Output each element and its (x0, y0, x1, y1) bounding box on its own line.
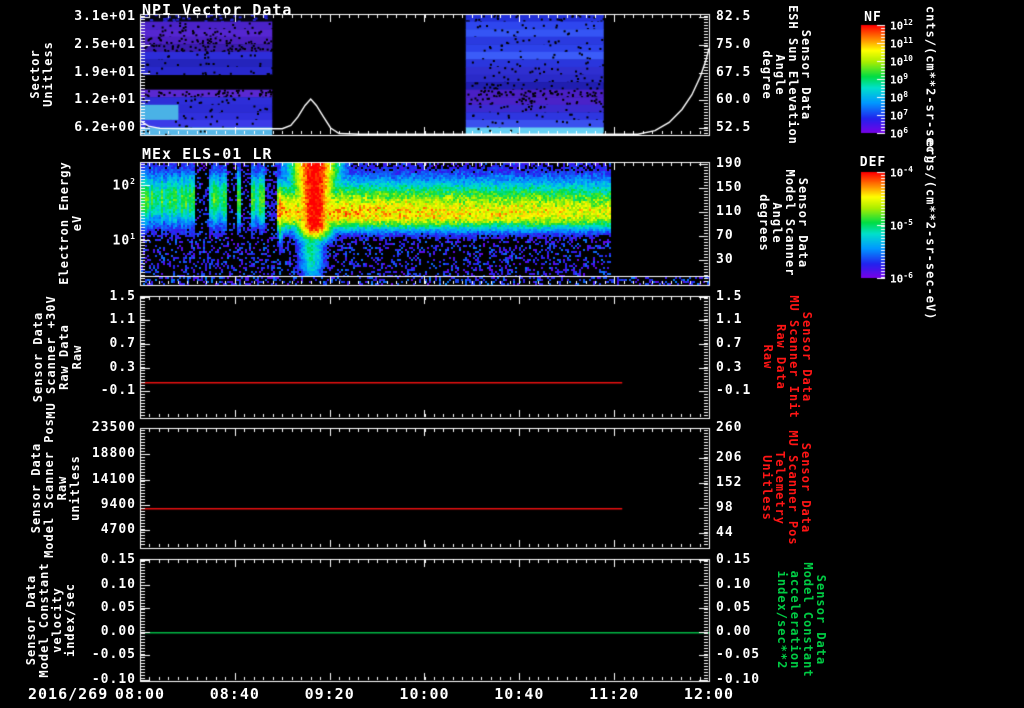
y-tick-label-left: 2.5e+01 (74, 36, 136, 52)
y-tick-label-right: 150 (716, 179, 743, 195)
y-tick-label-right: 1.1 (716, 312, 743, 328)
y-tick-label-left: 0.10 (100, 576, 136, 592)
x-tick-label: 08:00 (114, 685, 166, 703)
y-tick-label-left: 9400 (100, 496, 136, 512)
y-tick-label-right: 110 (716, 204, 743, 220)
y-tick-label-right: 98 (716, 500, 734, 516)
y-tick-label-right: 82.5 (716, 9, 752, 25)
y-tick-label-right: 190 (716, 156, 743, 172)
y-tick-label-right: 60.0 (716, 91, 752, 107)
colorbar-tick-label: 10-6 (890, 271, 913, 286)
y-tick-label-left: 101 (112, 231, 136, 249)
y-tick-label-right: 30 (716, 252, 734, 268)
x-tick-label: 11:20 (589, 685, 640, 703)
y-tick-label-right: 260 (716, 420, 743, 435)
colorbar-tick-label: 1010 (890, 54, 913, 69)
colorbar-tick-label: 1011 (890, 36, 913, 51)
colorbar-def-title: DEF (859, 155, 887, 170)
y-tick-label-left: 0.05 (100, 599, 136, 615)
colorbar-tick-label: 108 (890, 90, 909, 105)
panel2-title: MEx ELS-01 LR (142, 145, 273, 163)
colorbar-tick-label: 109 (890, 72, 909, 87)
y-tick-label-right: 0.15 (716, 552, 752, 568)
y-tick-label-right: 44 (716, 525, 734, 540)
x-tick-label: 10:00 (399, 685, 450, 703)
y-tick-label-left: 1.5 (109, 289, 136, 305)
y-tick-label-left: 1.1 (109, 312, 136, 328)
y-tick-label-left: 0.3 (109, 359, 136, 375)
y-tick-label-left: 6.2e+00 (74, 119, 136, 135)
colorbar-tick-label: 106 (890, 126, 909, 141)
y-tick-label-left: 3.1e+01 (74, 9, 136, 25)
y-tick-label-right: 0.00 (716, 624, 752, 640)
y-tick-label-left: 1.9e+01 (74, 65, 136, 81)
panel1-title: NPI Vector Data (142, 1, 293, 19)
y-tick-label-left: 102 (112, 177, 136, 194)
colorbar-def-unit: ergs/(cm**2-sr-sec-eV) (923, 139, 938, 321)
y-tick-label-right: 0.3 (716, 359, 743, 375)
x-tick-label: 12:00 (683, 685, 735, 703)
y-tick-label-right: 206 (716, 450, 743, 465)
y-tick-label-left: 0.7 (109, 335, 136, 351)
y-tick-label-left: 23500 (91, 420, 136, 435)
colorbar-tick-label: 107 (890, 108, 909, 123)
colorbar-tick-label: 1012 (890, 18, 913, 33)
colorbar-nf-title: NF (864, 10, 882, 25)
y-tick-label-right: 67.5 (716, 65, 752, 81)
x-axis-date: 2016/269 (28, 685, 109, 703)
y-tick-label-right: -0.05 (716, 647, 761, 663)
y-tick-label-right: 70 (716, 227, 734, 243)
x-tick-label: 08:40 (209, 685, 260, 703)
y-tick-label-left: -0.10 (91, 671, 136, 687)
y-tick-label-right: -0.1 (716, 383, 752, 399)
y-tick-label-right: 0.05 (716, 599, 752, 615)
y-tick-label-left: 1.2e+01 (74, 91, 136, 107)
colorbar-tick-label: 10-5 (890, 218, 913, 233)
y-tick-label-left: 18800 (91, 446, 136, 462)
x-tick-label: 09:20 (304, 685, 355, 703)
y-tick-label-right: 0.10 (716, 576, 752, 592)
y-tick-label-left: -0.1 (100, 383, 136, 399)
x-tick-label: 10:40 (494, 685, 545, 703)
colorbar-tick-label: 10-4 (890, 165, 913, 180)
y-tick-label-left: -0.05 (91, 647, 136, 663)
y-tick-label-right: 1.5 (716, 289, 743, 305)
y-tick-label-right: 52.5 (716, 119, 752, 135)
y-tick-label-right: 0.7 (716, 335, 743, 351)
y-tick-label-left: 0.15 (100, 552, 136, 568)
y-tick-label-left: 0.00 (100, 624, 136, 640)
y-tick-label-right: 152 (716, 475, 743, 491)
y-tick-label-left: 14100 (91, 471, 136, 487)
y-tick-label-right: -0.10 (716, 671, 761, 687)
y-tick-label-left: 4700 (100, 522, 136, 537)
y-tick-label-right: 75.0 (716, 36, 752, 52)
